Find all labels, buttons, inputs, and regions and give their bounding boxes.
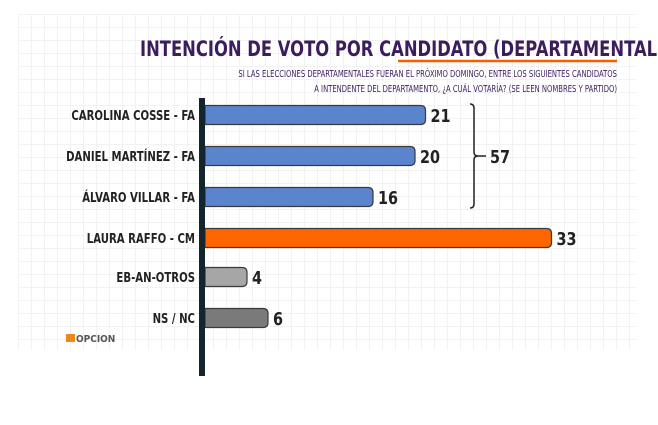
data-label: 4 <box>252 267 262 288</box>
chart-panel <box>18 14 636 350</box>
category-label: DANIEL MARTÍNEZ - FA <box>66 148 195 165</box>
bar <box>204 145 416 167</box>
data-label: 33 <box>557 228 577 249</box>
category-label: EB-AN-OTROS <box>116 270 195 286</box>
y-axis-line <box>199 98 205 376</box>
subtitle-line-2: A INTENDENTE DEL DEPARTAMENTO, ¿A CUÁL V… <box>314 82 617 95</box>
bar <box>204 104 427 126</box>
data-label: 16 <box>378 187 398 208</box>
group-bracket <box>469 103 479 209</box>
data-label: 6 <box>273 308 283 329</box>
bar <box>204 266 248 288</box>
chart-title: INTENCIÓN DE VOTO POR CANDIDATO (DEPARTA… <box>140 35 658 62</box>
category-label: LAURA RAFFO - CM <box>87 231 195 247</box>
data-label: 21 <box>431 105 451 126</box>
bar <box>204 307 269 329</box>
bar <box>204 227 553 249</box>
data-label: 20 <box>420 146 440 167</box>
category-label: CAROLINA COSSE - FA <box>71 108 195 124</box>
bracket-total-label: 57 <box>490 146 510 167</box>
category-label: NS / NC <box>153 311 195 327</box>
bar <box>204 186 374 208</box>
category-label: ÁLVARO VILLAR - FA <box>82 189 195 206</box>
logo-text: OPCION <box>76 334 115 346</box>
subtitle-line-1: SI LAS ELECCIONES DEPARTAMENTALES FUERAN… <box>238 67 617 80</box>
logo-mark <box>66 334 75 342</box>
